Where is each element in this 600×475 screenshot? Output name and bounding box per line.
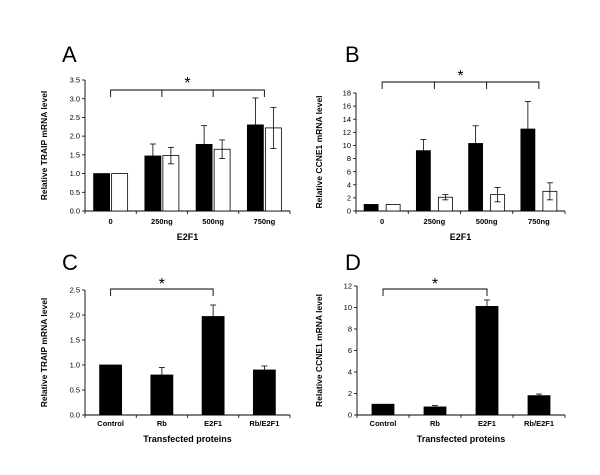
y-tick-label: 18 bbox=[343, 89, 351, 98]
x-axis-label: E2F1 bbox=[177, 232, 199, 242]
panel-letter: B bbox=[345, 42, 360, 67]
x-tick-label: 500ng bbox=[476, 217, 498, 226]
panel-letter: C bbox=[62, 250, 78, 275]
significance-star: * bbox=[159, 276, 165, 293]
y-tick-label: 1.5 bbox=[70, 150, 80, 159]
y-axis-label: Relative CCNE1 mRNA level bbox=[314, 294, 324, 407]
y-tick-label: 3.0 bbox=[70, 94, 80, 103]
bar-black bbox=[99, 364, 123, 416]
panel-c: C 0.0 0.5 1.0 1.5 2.0 2.5 Control Rb E2F1 Rb/E2F1 *… bbox=[39, 250, 291, 444]
bar-black bbox=[201, 316, 225, 416]
significance-bracket bbox=[110, 89, 265, 97]
x-tick-label: 750ng bbox=[528, 217, 550, 226]
y-tick-label: 10 bbox=[343, 141, 351, 150]
panel-letter: A bbox=[62, 42, 77, 67]
panel-d: D 0 2 4 6 8 10 12 Control Rb E2F1 Rb/E2F1 * Transfect… bbox=[314, 250, 566, 444]
y-tick-label: 4 bbox=[348, 368, 352, 377]
x-tick-label: Rb bbox=[157, 419, 167, 428]
significance-bracket bbox=[110, 288, 214, 296]
y-tick-label: 1.0 bbox=[70, 169, 80, 178]
x-tick-label: 0 bbox=[109, 217, 113, 226]
x-tick-label: 500ng bbox=[202, 217, 224, 226]
y-tick-label: 0.5 bbox=[70, 386, 80, 395]
y-tick-label: 0.0 bbox=[70, 411, 80, 420]
x-tick-label: 750ng bbox=[254, 217, 276, 226]
y-tick-label: 6 bbox=[348, 346, 352, 355]
x-tick-label: 0 bbox=[380, 217, 384, 226]
y-axis-label: Relative CCNE1 mRNA level bbox=[314, 95, 324, 208]
significance-star: * bbox=[457, 68, 463, 85]
y-tick-label: 12 bbox=[343, 128, 351, 137]
x-tick-label: Control bbox=[97, 419, 124, 428]
y-tick-label: 0 bbox=[348, 411, 352, 420]
bar-black bbox=[363, 204, 379, 212]
y-tick-label: 2.0 bbox=[70, 132, 80, 141]
y-tick-label: 2 bbox=[348, 389, 352, 398]
y-tick-label: 14 bbox=[343, 115, 351, 124]
bar-black bbox=[252, 369, 276, 416]
x-tick-label: 250ng bbox=[151, 217, 173, 226]
y-tick-label: 2.5 bbox=[70, 286, 80, 295]
panel-letter: D bbox=[345, 250, 361, 275]
y-tick-label: 0.0 bbox=[70, 207, 80, 216]
y-tick-label: 12 bbox=[344, 282, 352, 291]
y-tick-label: 4 bbox=[347, 180, 351, 189]
panel-a: A 0.0 0.5 1.0 1.5 2.0 2.5 3.0 3.5 0 250ng 500ng 750n… bbox=[39, 42, 291, 242]
y-tick-label: 1.0 bbox=[70, 361, 80, 370]
y-tick-label: 2.5 bbox=[70, 113, 80, 122]
y-tick-label: 1.5 bbox=[70, 336, 80, 345]
y-tick-label: 8 bbox=[348, 325, 352, 334]
y-tick-label: 10 bbox=[344, 303, 352, 312]
y-tick-label: 6 bbox=[347, 167, 351, 176]
x-tick-label: E2F1 bbox=[204, 419, 222, 428]
x-axis-label: Transfected proteins bbox=[417, 434, 506, 444]
x-tick-label: Rb/E2F1 bbox=[249, 419, 279, 428]
bar-black bbox=[527, 395, 551, 416]
x-tick-label: E2F1 bbox=[478, 419, 496, 428]
x-tick-label: Control bbox=[370, 419, 397, 428]
bar-black bbox=[371, 403, 395, 416]
y-tick-label: 2 bbox=[347, 193, 351, 202]
significance-star: * bbox=[432, 276, 438, 293]
x-axis-label: E2F1 bbox=[450, 232, 472, 242]
panel-b: B 0 2 4 6 8 10 12 14 16 18 0 250ng 500ng 750ng * E2F1 Rel… bbox=[314, 42, 566, 242]
y-tick-label: 8 bbox=[347, 154, 351, 163]
bar-white bbox=[385, 204, 401, 212]
y-tick-label: 0 bbox=[347, 207, 351, 216]
y-tick-label: 16 bbox=[343, 102, 351, 111]
y-tick-label: 2.0 bbox=[70, 311, 80, 320]
significance-bracket bbox=[382, 288, 488, 296]
y-tick-label: 3.5 bbox=[70, 76, 80, 85]
y-tick-label: 0.5 bbox=[70, 188, 80, 197]
significance-bracket bbox=[381, 81, 540, 89]
x-axis-label: Transfected proteins bbox=[143, 434, 232, 444]
bar-white bbox=[111, 173, 129, 212]
x-tick-label: 250ng bbox=[424, 217, 446, 226]
y-axis-label: Relative TRAIP mRNA level bbox=[39, 91, 49, 201]
bar-black bbox=[93, 173, 111, 212]
y-axis-label: Relative TRAIP mRNA level bbox=[39, 298, 49, 408]
x-tick-label: Rb bbox=[430, 419, 440, 428]
bar-black bbox=[475, 306, 499, 416]
significance-star: * bbox=[184, 75, 190, 92]
x-tick-label: Rb/E2F1 bbox=[524, 419, 554, 428]
